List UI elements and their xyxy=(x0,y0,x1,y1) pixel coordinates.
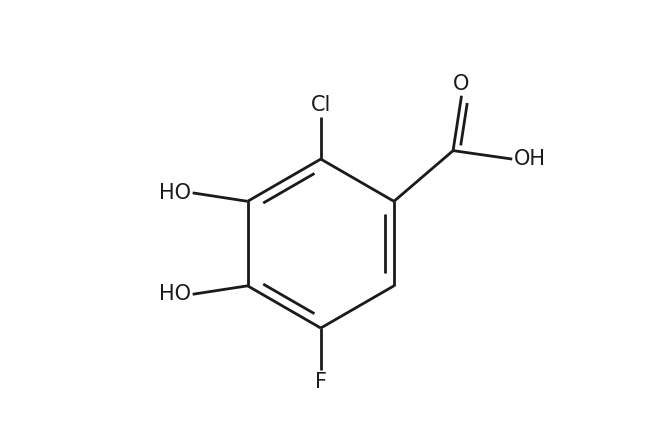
Text: HO: HO xyxy=(159,284,190,304)
Text: Cl: Cl xyxy=(311,95,331,115)
Text: HO: HO xyxy=(159,183,190,203)
Text: F: F xyxy=(315,372,327,392)
Text: OH: OH xyxy=(514,149,547,169)
Text: O: O xyxy=(453,74,470,94)
